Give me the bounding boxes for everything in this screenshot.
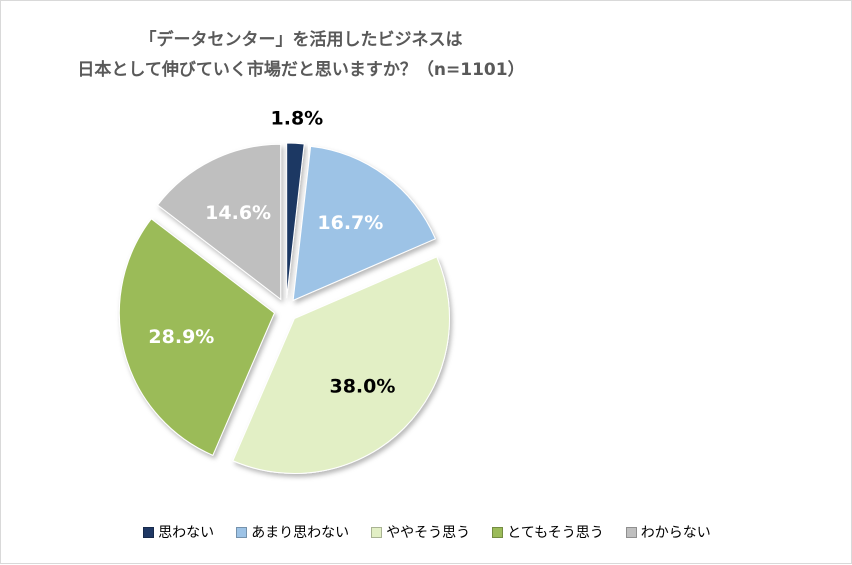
slice-totemo-sou-omou — [118, 218, 275, 456]
legend-swatch — [236, 526, 248, 538]
label-yaya-sou-omou: 38.0% — [329, 375, 395, 397]
label-wakaranai: 14.6% — [205, 202, 271, 224]
legend-item-wakaranai: わからない — [625, 522, 711, 542]
slice-omowanai — [286, 142, 305, 299]
chart-legend: 思わない あまり思わない ややそう思う とてもそう思う わからない — [1, 522, 852, 542]
label-totemo-sou-omou: 28.9% — [148, 326, 214, 348]
slice-amari-omowanai — [292, 145, 437, 302]
label-amari-omowanai: 16.7% — [317, 212, 383, 234]
legend-label: あまり思わない — [251, 525, 350, 541]
slice-wakaranai — [156, 143, 282, 301]
legend-swatch — [625, 526, 637, 538]
chart-title-line-2: 日本として伸びていく市場だと思いますか？（n=1101） — [77, 60, 525, 80]
legend-swatch — [143, 526, 155, 538]
legend-label: ややそう思う — [386, 525, 471, 541]
legend-label: 思わない — [158, 525, 215, 541]
legend-label: とてもそう思う — [507, 525, 604, 541]
legend-swatch — [371, 526, 383, 538]
chart-title: 「データセンター」を活用したビジネスは 日本として伸びていく市場だと思いますか？… — [21, 25, 581, 85]
legend-item-totemo-sou-omou: とてもそう思う — [492, 522, 604, 542]
slice-yaya-sou-omou — [232, 256, 450, 474]
legend-item-yaya-sou-omou: ややそう思う — [371, 522, 470, 542]
label-omowanai: 1.8% — [271, 107, 324, 129]
legend-swatch — [492, 526, 504, 538]
legend-item-omowanai: 思わない — [143, 522, 214, 542]
legend-item-amari-omowanai: あまり思わない — [236, 522, 349, 542]
legend-label: わからない — [640, 525, 711, 541]
chart-title-line-1: 「データセンター」を活用したビジネスは — [139, 30, 463, 50]
